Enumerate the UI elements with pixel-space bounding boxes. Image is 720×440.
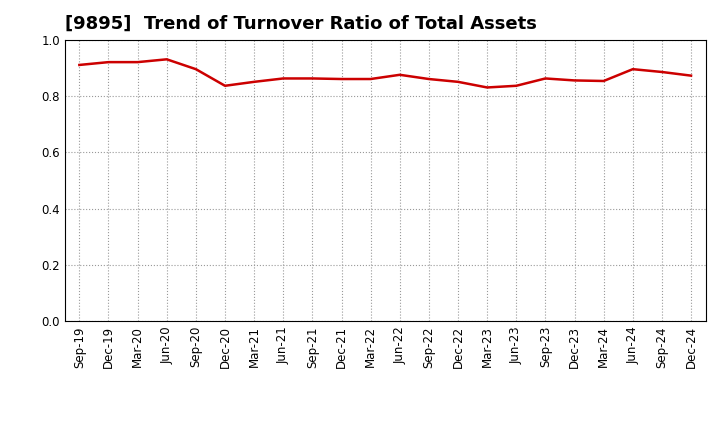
Text: [9895]  Trend of Turnover Ratio of Total Assets: [9895] Trend of Turnover Ratio of Total … <box>65 15 536 33</box>
